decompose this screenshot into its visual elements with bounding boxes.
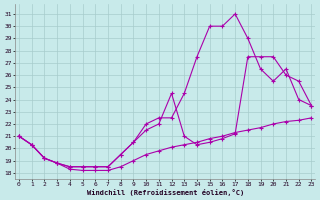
X-axis label: Windchill (Refroidissement éolien,°C): Windchill (Refroidissement éolien,°C): [87, 189, 244, 196]
